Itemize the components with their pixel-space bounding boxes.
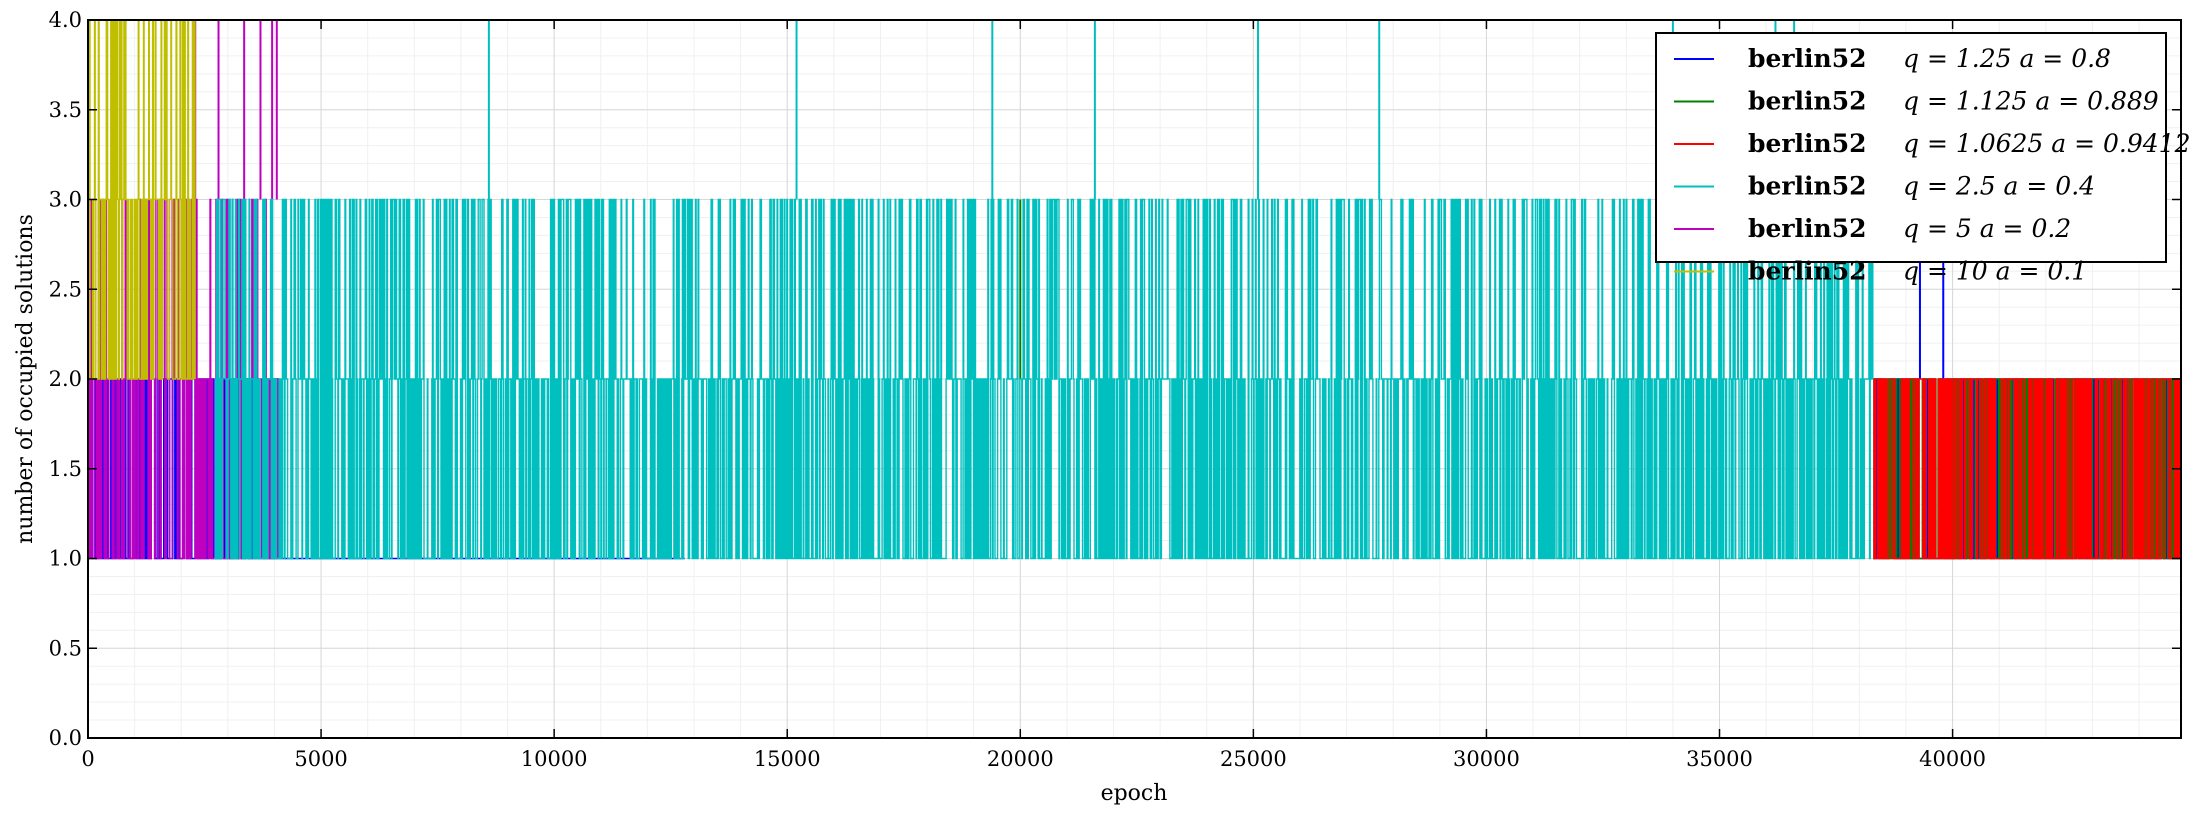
y-axis-label: number of occupied solutions xyxy=(13,214,38,544)
x-axis-label: epoch xyxy=(1101,781,1168,806)
x-tick-label: 35000 xyxy=(1686,747,1753,771)
series-5 xyxy=(88,20,196,380)
y-tick-label: 3.5 xyxy=(49,98,82,122)
legend-series-name: berlin52 xyxy=(1748,87,1867,116)
legend-series-params: q = 10 a = 0.1 xyxy=(1903,257,2087,286)
y-tick-label: 1.5 xyxy=(49,457,82,481)
x-tick-label: 25000 xyxy=(1220,747,1287,771)
x-tick-label: 5000 xyxy=(294,747,347,771)
x-tick-label: 0 xyxy=(81,747,94,771)
x-tick-label: 30000 xyxy=(1453,747,1520,771)
series-3-segment-0 xyxy=(213,198,1874,560)
ticks: 0 5000 10000 15000 20000 25000 30000 35000 40000… xyxy=(49,8,2181,771)
legend-series-params: q = 1.0625 a = 0.9412 xyxy=(1903,129,2191,158)
legend-series-params: q = 2.5 a = 0.4 xyxy=(1903,172,2095,201)
legend-series-params: q = 1.25 a = 0.8 xyxy=(1903,44,2111,73)
legend-item: berlin52 q = 1.0625 a = 0.9412 xyxy=(1674,129,2191,158)
y-tick-label: 2.0 xyxy=(49,367,82,391)
legend-series-name: berlin52 xyxy=(1748,44,1867,73)
x-tick-label: 40000 xyxy=(1919,747,1986,771)
legend-item: berlin52 q = 10 a = 0.1 xyxy=(1674,257,2087,286)
series-5-segment-0 xyxy=(88,20,196,380)
y-tick-label: 4.0 xyxy=(49,8,82,32)
legend: berlin52 q = 1.25 a = 0.8 berlin52 q = 1.12… xyxy=(1655,32,2191,286)
legend-item: berlin52 q = 5 a = 0.2 xyxy=(1674,214,2071,243)
legend-series-name: berlin52 xyxy=(1748,214,1867,243)
x-tick-label: 10000 xyxy=(521,747,588,771)
y-tick-label: 2.5 xyxy=(49,277,82,301)
legend-item: berlin52 q = 1.25 a = 0.8 xyxy=(1674,44,2111,73)
legend-item: berlin52 q = 1.125 a = 0.889 xyxy=(1674,87,2159,116)
legend-series-params: q = 1.125 a = 0.889 xyxy=(1903,87,2159,116)
y-tick-label: 0.0 xyxy=(49,726,82,750)
legend-series-params: q = 5 a = 0.2 xyxy=(1903,214,2071,243)
legend-item: berlin52 q = 2.5 a = 0.4 xyxy=(1674,172,2095,201)
legend-box xyxy=(1655,32,2167,263)
y-tick-label: 3.0 xyxy=(49,188,82,212)
y-tick-label: 0.5 xyxy=(49,636,82,660)
legend-series-name: berlin52 xyxy=(1748,257,1867,286)
x-tick-label: 20000 xyxy=(987,747,1054,771)
series-2-segment-0 xyxy=(1873,378,2181,560)
legend-series-name: berlin52 xyxy=(1748,129,1867,158)
legend-series-name: berlin52 xyxy=(1748,172,1867,201)
x-tick-label: 15000 xyxy=(754,747,821,771)
y-tick-label: 1.0 xyxy=(49,547,82,571)
